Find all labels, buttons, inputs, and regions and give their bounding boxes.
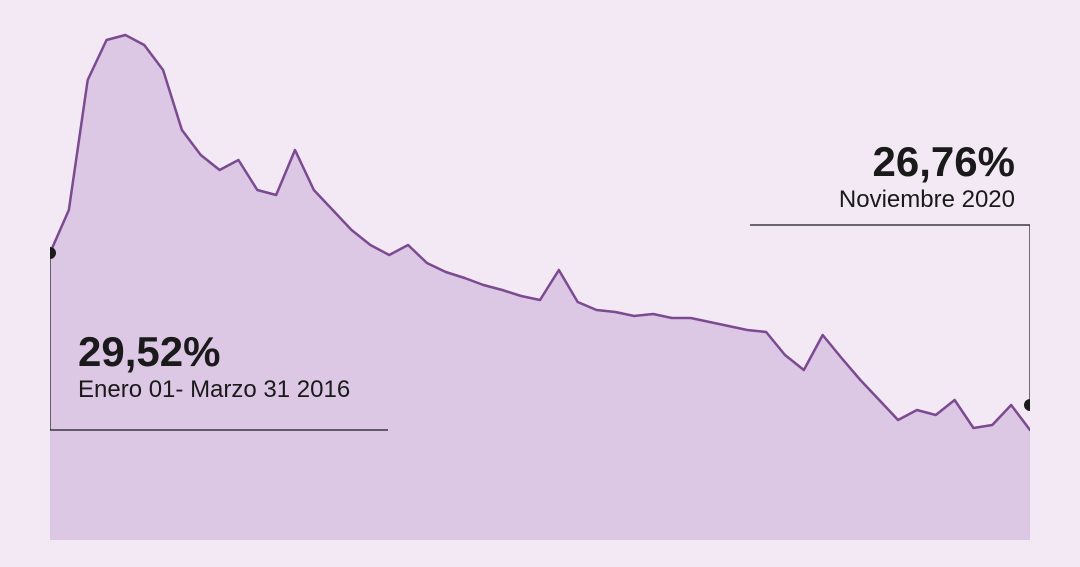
end-marker	[1024, 399, 1030, 411]
chart-svg	[50, 0, 1030, 540]
annotation-right-date: Noviembre 2020	[750, 186, 1015, 215]
area-chart	[50, 0, 1030, 540]
annotation-right: 26,76% Noviembre 2020	[750, 140, 1015, 215]
annotation-left: 29,52% Enero 01- Marzo 31 2016	[78, 330, 350, 405]
annotation-right-value: 26,76%	[750, 140, 1015, 184]
annotation-left-date: Enero 01- Marzo 31 2016	[78, 376, 350, 405]
area-fill	[50, 35, 1030, 540]
chart-page: 29,52% Enero 01- Marzo 31 2016 26,76% No…	[0, 0, 1080, 567]
annotation-left-value: 29,52%	[78, 330, 350, 374]
